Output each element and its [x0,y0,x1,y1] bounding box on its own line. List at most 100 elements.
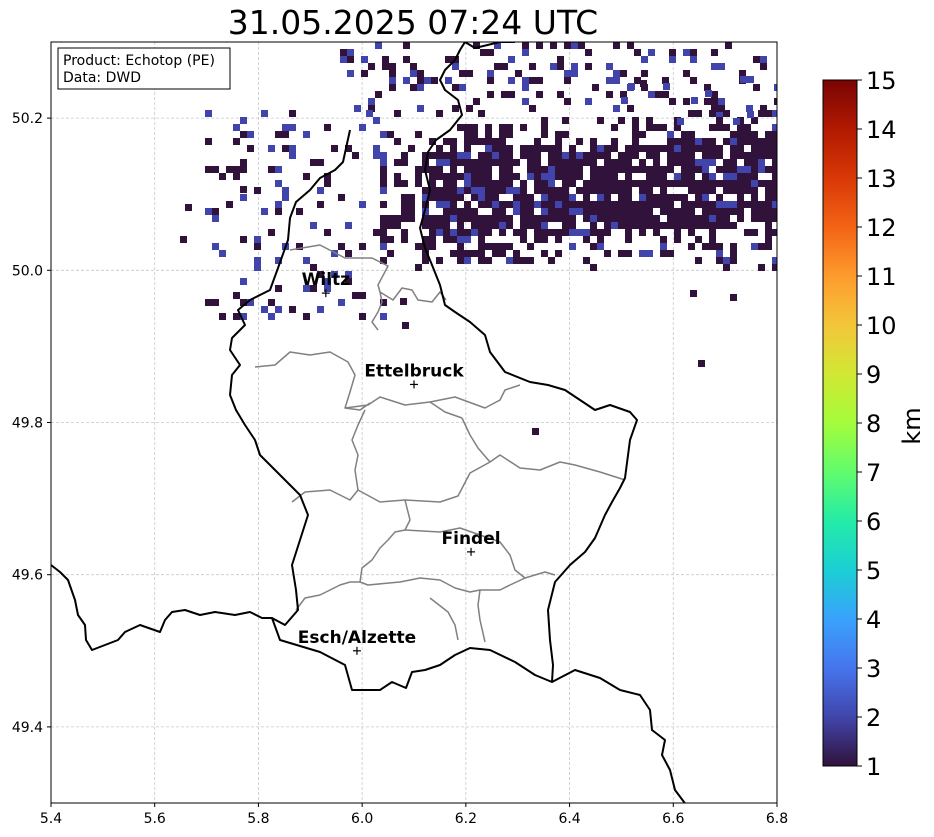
radar-pixel [548,257,555,264]
radar-pixel [534,152,541,159]
radar-pixel [522,84,529,91]
radar-pixel [499,208,506,215]
radar-pixel [625,236,632,243]
radar-pixel [555,215,562,222]
radar-pixel [443,187,450,194]
radar-pixel [646,117,653,124]
radar-pixel [562,131,569,138]
city-findel: Findel [442,529,501,556]
radar-pixel [597,201,604,208]
radar-pixel [653,124,660,131]
radar-pixel [737,124,744,131]
radar-pixel [303,257,310,264]
radar-pixel [590,201,597,208]
radar-pixel [471,194,478,201]
radar-pixel [765,215,772,222]
x-tick-label: 5.4 [40,811,62,827]
radar-pixel [632,215,639,222]
radar-pixel [347,56,354,63]
radar-pixel [415,173,422,180]
radar-pixel [417,77,424,84]
colorbar-tick-label: 10 [866,312,897,340]
radar-pixel [501,91,508,98]
radar-pixel [702,138,709,145]
radar-pixel [464,201,471,208]
radar-pixel [450,250,457,257]
radar-pixel [688,201,695,208]
radar-pixel [541,236,548,243]
radar-pixel [450,208,457,215]
radar-pixel [709,152,716,159]
radar-pixel [368,63,375,70]
radar-pixel [522,42,529,49]
radar-pixel [254,264,261,271]
radar-pixel [478,166,485,173]
radar-pixel [709,159,716,166]
canton-borders [254,244,626,643]
radar-pixel [578,42,585,49]
colorbar-tick-label: 15 [866,67,897,95]
radar-pixel [611,166,618,173]
radar-pixel [611,222,618,229]
radar-pixel [737,145,744,152]
radar-pixel [618,201,625,208]
radar-pixel [443,201,450,208]
radar-pixel [709,229,716,236]
radar-pixel [604,208,611,215]
radar-pixel [464,250,471,257]
radar-pixel [485,187,492,194]
radar-pixel [548,166,555,173]
radar-pixel [492,194,499,201]
radar-pixel [613,105,620,112]
radar-pixel [499,180,506,187]
radar-pixel [765,208,772,215]
radar-pixel [380,243,387,250]
radar-pixel [478,180,485,187]
radar-pixel [690,77,697,84]
radar-pixel [408,208,415,215]
radar-pixel [450,201,457,208]
radar-pixel [625,250,632,257]
radar-pixel [730,166,737,173]
radar-pixel [753,56,760,63]
radar-pixel [576,187,583,194]
radar-pixel [436,194,443,201]
radar-pixel [534,173,541,180]
radar-pixel [429,229,436,236]
radar-pixel [359,124,366,131]
radar-pixel [219,313,226,320]
radar-pixel [457,159,464,166]
radar-pixel [485,145,492,152]
x-axis-ticks: 5.4 5.6 5.8 6.0 6.2 6.4 6.6 6.8 [40,803,788,827]
radar-pixel [730,131,737,138]
radar-pixel [408,194,415,201]
radar-pixel [233,173,240,180]
radar-pixel [641,56,648,63]
radar-pixel [359,243,366,250]
radar-pixel [681,131,688,138]
radar-pixel [464,173,471,180]
radar-pixel [233,313,240,320]
radar-pixel [464,131,471,138]
radar-pixel [639,166,646,173]
radar-pixel [604,201,611,208]
radar-pixel [303,285,310,292]
radar-pixel [261,110,268,117]
radar-pixel [485,138,492,145]
radar-pixel [711,63,718,70]
radar-pixel [590,215,597,222]
radar-pixel [618,250,625,257]
radar-pixel [618,215,625,222]
radar-pixel [669,98,676,105]
radar-pixel [730,208,737,215]
radar-pixel [569,194,576,201]
colorbar-tick-label: 5 [866,557,881,585]
radar-pixel [522,49,529,56]
radar-pixel [723,138,730,145]
radar-pixel [613,70,620,77]
radar-pixel [380,152,387,159]
radar-pixel [583,257,590,264]
colorbar-tick-label: 2 [866,704,881,732]
radar-pixel [541,131,548,138]
